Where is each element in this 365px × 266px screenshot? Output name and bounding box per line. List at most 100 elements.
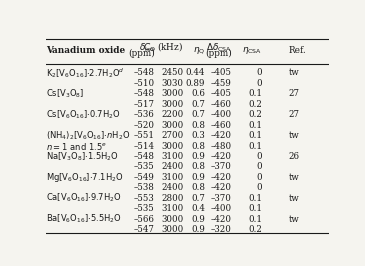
Text: –551: –551 xyxy=(134,131,154,140)
Text: $\Delta\delta_{\rm CSA}$: $\Delta\delta_{\rm CSA}$ xyxy=(206,41,232,53)
Text: 0: 0 xyxy=(256,79,262,88)
Text: 0.89: 0.89 xyxy=(185,79,205,88)
Text: 26: 26 xyxy=(289,152,300,161)
Text: $\rm Ba[V_6O_{16}]{\cdot}5.5H_2O$: $\rm Ba[V_6O_{16}]{\cdot}5.5H_2O$ xyxy=(46,213,122,225)
Text: $\rm Cs[V_6O_{16}]{\cdot}0.7H_2O$: $\rm Cs[V_6O_{16}]{\cdot}0.7H_2O$ xyxy=(46,109,121,121)
Text: –548: –548 xyxy=(134,68,154,77)
Text: 27: 27 xyxy=(289,110,300,119)
Text: 3100: 3100 xyxy=(161,204,184,213)
Text: 0.8: 0.8 xyxy=(191,120,205,130)
Text: 3000: 3000 xyxy=(161,120,184,130)
Text: –553: –553 xyxy=(134,194,154,203)
Text: 2400: 2400 xyxy=(161,163,184,171)
Text: 0.9: 0.9 xyxy=(191,173,205,182)
Text: –370: –370 xyxy=(211,163,232,171)
Text: –549: –549 xyxy=(134,173,154,182)
Text: 0.3: 0.3 xyxy=(191,131,205,140)
Text: tw: tw xyxy=(289,173,300,182)
Text: 3000: 3000 xyxy=(161,142,184,151)
Text: 2700: 2700 xyxy=(161,131,184,140)
Text: $\rm Mg[V_6O_{16}]{\cdot}7.1H_2O$: $\rm Mg[V_6O_{16}]{\cdot}7.1H_2O$ xyxy=(46,171,124,184)
Text: 0: 0 xyxy=(256,163,262,171)
Text: 2800: 2800 xyxy=(161,194,184,203)
Text: 2200: 2200 xyxy=(161,110,184,119)
Text: –536: –536 xyxy=(134,110,154,119)
Text: $\rm Ca[V_6O_{16}]{\cdot}9.7H_2O$: $\rm Ca[V_6O_{16}]{\cdot}9.7H_2O$ xyxy=(46,192,122,205)
Text: 0.4: 0.4 xyxy=(191,204,205,213)
Text: 27: 27 xyxy=(289,89,300,98)
Text: (ppm): (ppm) xyxy=(128,49,154,59)
Text: 0.2: 0.2 xyxy=(248,225,262,234)
Text: 0.1: 0.1 xyxy=(248,204,262,213)
Text: 0.2: 0.2 xyxy=(248,100,262,109)
Text: 0: 0 xyxy=(256,68,262,77)
Text: $\mathit{n}=1\ \rm and\ 1.5^{\mathit{e}}$: $\mathit{n}=1\ \rm and\ 1.5^{\mathit{e}}… xyxy=(46,140,107,152)
Text: –460: –460 xyxy=(211,100,232,109)
Text: 2450: 2450 xyxy=(162,68,184,77)
Text: 0.8: 0.8 xyxy=(191,183,205,192)
Text: –459: –459 xyxy=(211,79,232,88)
Text: tw: tw xyxy=(289,194,300,203)
Text: Vanadium oxide: Vanadium oxide xyxy=(46,46,125,55)
Text: 2400: 2400 xyxy=(161,183,184,192)
Text: –535: –535 xyxy=(134,163,154,171)
Text: –520: –520 xyxy=(134,120,154,130)
Text: $C_{\rm Q}$ (kHz): $C_{\rm Q}$ (kHz) xyxy=(143,40,184,54)
Text: 0.6: 0.6 xyxy=(191,89,205,98)
Text: $\delta_{\rm iso}$: $\delta_{\rm iso}$ xyxy=(139,41,154,53)
Text: 0.1: 0.1 xyxy=(248,215,262,224)
Text: 0.2: 0.2 xyxy=(248,110,262,119)
Text: 3000: 3000 xyxy=(161,225,184,234)
Text: tw: tw xyxy=(289,68,300,77)
Text: tw: tw xyxy=(289,215,300,224)
Text: $\rm K_2[V_6O_{16}]{\cdot}2.7H_2O^{\mathit{d}}$: $\rm K_2[V_6O_{16}]{\cdot}2.7H_2O^{\math… xyxy=(46,66,124,80)
Text: –370: –370 xyxy=(211,194,232,203)
Text: $\eta_{\rm Q}$: $\eta_{\rm Q}$ xyxy=(193,45,205,56)
Text: 0: 0 xyxy=(256,152,262,161)
Text: –320: –320 xyxy=(211,225,232,234)
Text: $\rm Na[V_3O_8]{\cdot}1.5H_2O$: $\rm Na[V_3O_8]{\cdot}1.5H_2O$ xyxy=(46,150,119,163)
Text: –400: –400 xyxy=(211,110,232,119)
Text: 0.1: 0.1 xyxy=(248,120,262,130)
Text: –420: –420 xyxy=(211,152,232,161)
Text: 0: 0 xyxy=(256,173,262,182)
Text: –547: –547 xyxy=(134,225,154,234)
Text: –517: –517 xyxy=(134,100,154,109)
Text: –548: –548 xyxy=(134,89,154,98)
Text: Ref.: Ref. xyxy=(289,46,307,55)
Text: –420: –420 xyxy=(211,173,232,182)
Text: –514: –514 xyxy=(134,142,154,151)
Text: –535: –535 xyxy=(134,204,154,213)
Text: (ppm): (ppm) xyxy=(205,49,232,59)
Text: 0.1: 0.1 xyxy=(248,194,262,203)
Text: 0.1: 0.1 xyxy=(248,142,262,151)
Text: 0.9: 0.9 xyxy=(191,215,205,224)
Text: –460: –460 xyxy=(211,120,232,130)
Text: –510: –510 xyxy=(133,79,154,88)
Text: –548: –548 xyxy=(134,152,154,161)
Text: –400: –400 xyxy=(211,204,232,213)
Text: –420: –420 xyxy=(211,183,232,192)
Text: –405: –405 xyxy=(211,89,232,98)
Text: –405: –405 xyxy=(211,68,232,77)
Text: 0.1: 0.1 xyxy=(248,89,262,98)
Text: –480: –480 xyxy=(211,142,232,151)
Text: 0.7: 0.7 xyxy=(191,110,205,119)
Text: 0: 0 xyxy=(256,183,262,192)
Text: 0.9: 0.9 xyxy=(191,225,205,234)
Text: 0.8: 0.8 xyxy=(191,142,205,151)
Text: 0.7: 0.7 xyxy=(191,100,205,109)
Text: $\rm Cs[V_3O_8]$: $\rm Cs[V_3O_8]$ xyxy=(46,88,85,100)
Text: –566: –566 xyxy=(134,215,154,224)
Text: 0.44: 0.44 xyxy=(185,68,205,77)
Text: 3100: 3100 xyxy=(161,173,184,182)
Text: –420: –420 xyxy=(211,215,232,224)
Text: $\eta_{\rm CSA}$: $\eta_{\rm CSA}$ xyxy=(242,45,262,56)
Text: 3000: 3000 xyxy=(161,215,184,224)
Text: –420: –420 xyxy=(211,131,232,140)
Text: 0.7: 0.7 xyxy=(191,194,205,203)
Text: tw: tw xyxy=(289,131,300,140)
Text: $\rm (NH_4)_2[V_6O_{16}]{\cdot}\mathit{n}H_2O$: $\rm (NH_4)_2[V_6O_{16}]{\cdot}\mathit{n… xyxy=(46,129,131,142)
Text: 0.9: 0.9 xyxy=(191,152,205,161)
Text: 3000: 3000 xyxy=(161,89,184,98)
